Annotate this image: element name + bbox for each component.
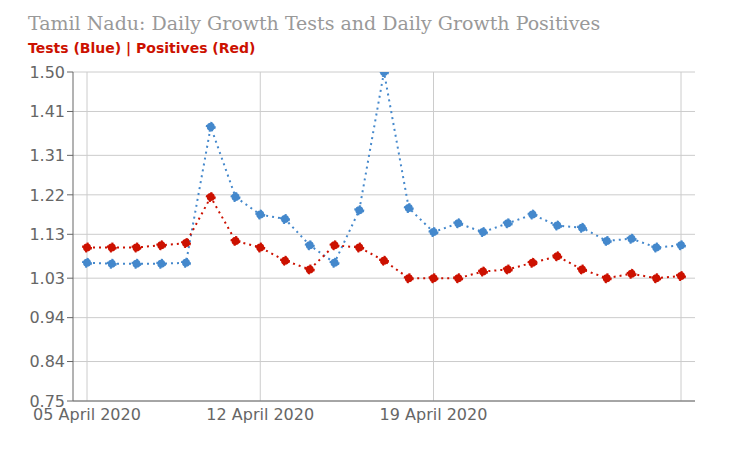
svg-text:1.13: 1.13 (29, 225, 65, 244)
svg-text:05 April 2020: 05 April 2020 (33, 405, 141, 425)
svg-text:1.03: 1.03 (29, 269, 65, 288)
svg-text:1.22: 1.22 (29, 186, 65, 205)
html-text:Tamil Nadu: Daily Growth Tests: Tamil Nadu: Daily Growth Tests and Daily… (28, 12, 601, 34)
svg-text:1.31: 1.31 (29, 146, 65, 165)
svg-text:1.41: 1.41 (29, 102, 65, 121)
html-text:Tests (Blue) | Positives (Red): Tests (Blue) | Positives (Red) (28, 40, 256, 56)
svg-text:12 April 2020: 12 April 2020 (206, 405, 314, 424)
svg-text:0.84: 0.84 (29, 352, 65, 371)
svg-text:0.94: 0.94 (29, 308, 65, 327)
svg-text:1.50: 1.50 (29, 63, 65, 82)
svg-text:19 April 2020: 19 April 2020 (380, 405, 488, 424)
svg-text:0.75: 0.75 (29, 392, 65, 411)
